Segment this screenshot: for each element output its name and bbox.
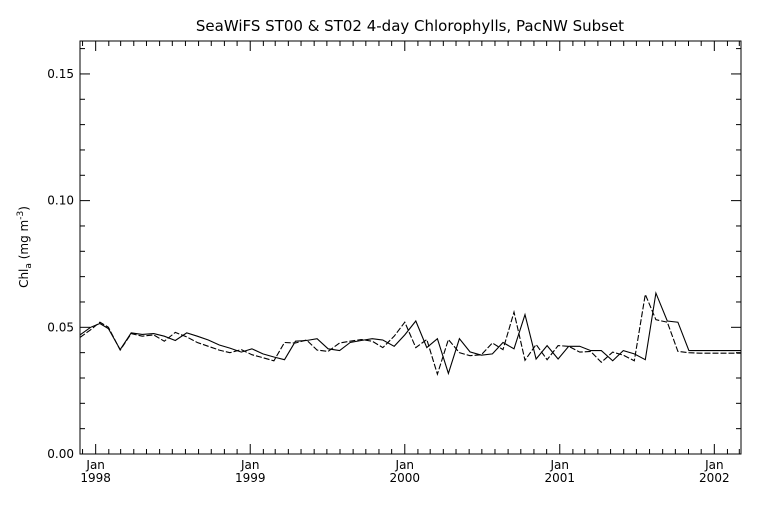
y-axis-label-superscript: -3 [16, 211, 26, 220]
y-minor-ticks [80, 48, 741, 430]
y-tick-label: 0.00 [47, 447, 74, 461]
x-tick-label-year: 1999 [235, 471, 266, 485]
y-axis-label: Chla (mg m-3) [16, 206, 34, 288]
x-tick-label-year: 2002 [699, 471, 730, 485]
plot-frame [79, 40, 742, 455]
y-tick-label: 0.15 [47, 67, 74, 81]
y-major-ticks: 0.00 0.05 0.10 0.15 [47, 67, 741, 461]
series-line-1 [79, 291, 741, 376]
x-tick-label-month: Jan [550, 458, 570, 472]
y-axis-label-main: Chl [17, 269, 31, 288]
x-minor-ticks [82, 41, 740, 454]
x-tick-label-year: 2001 [544, 471, 575, 485]
x-tick-label-month: Jan [85, 458, 105, 472]
y-axis-label-close: ) [17, 206, 31, 211]
series-line-2 [79, 292, 741, 377]
x-tick-label-year: 2000 [390, 471, 421, 485]
y-tick-label: 0.10 [47, 194, 74, 208]
x-tick-label-month: Jan [395, 458, 415, 472]
x-tick-label-month: Jan [704, 458, 724, 472]
y-axis-label-subscript: a [24, 263, 34, 269]
y-tick-label: 0.05 [47, 320, 74, 334]
y-axis-label-units: (mg m [17, 220, 31, 260]
x-tick-label-month: Jan [240, 458, 260, 472]
series-group [79, 291, 741, 377]
x-tick-label-year: 1998 [80, 471, 111, 485]
chart-title: SeaWiFS ST00 & ST02 4-day Chlorophylls, … [196, 17, 624, 35]
